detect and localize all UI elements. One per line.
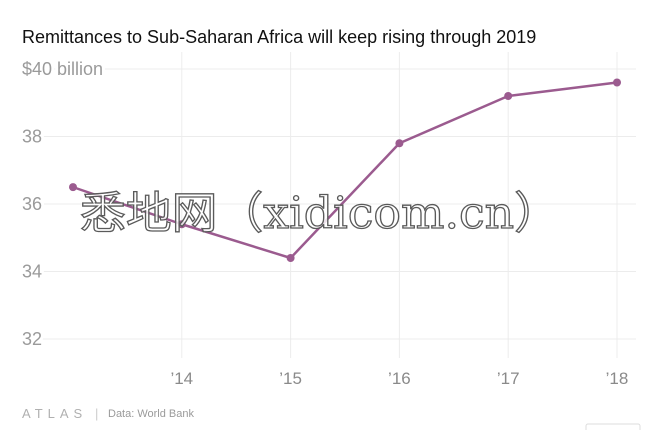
x-tick-label: ’14 [170, 369, 193, 388]
chart-title: Remittances to Sub-Saharan Africa will k… [22, 27, 536, 47]
data-point [395, 139, 404, 148]
data-source: Data: World Bank [108, 408, 195, 420]
y-tick-label: 36 [22, 194, 42, 214]
atlas-logo: ATLAS [22, 406, 87, 421]
y-axis: $40 billion 38 36 34 32 [19, 56, 106, 352]
x-tick-label: ’18 [606, 369, 629, 388]
x-tick-label: ’17 [497, 369, 520, 388]
x-tick-label: ’15 [279, 369, 302, 388]
data-point [286, 254, 295, 262]
x-axis: ’14 ’15 ’16 ’17 ’18 [170, 369, 628, 388]
x-tick-label: ’16 [388, 369, 411, 388]
y-tick-label: $40 billion [22, 59, 103, 79]
y-tick-label: 38 [22, 127, 42, 147]
data-point [613, 78, 621, 87]
series-line [71, 81, 619, 260]
data-point [177, 220, 186, 229]
series-group [69, 78, 621, 262]
x-gridlines [181, 52, 618, 358]
y-tick-label: 32 [22, 329, 42, 349]
data-point [69, 183, 77, 192]
watermark: 悉地网（xidicom.cn） [80, 188, 560, 239]
embed-button[interactable] [585, 423, 641, 430]
data-point [504, 92, 513, 100]
y-tick-label: 34 [22, 262, 42, 282]
footer: ATLAS | Data: World Bank [22, 406, 195, 421]
footer-separator: | [95, 406, 98, 421]
